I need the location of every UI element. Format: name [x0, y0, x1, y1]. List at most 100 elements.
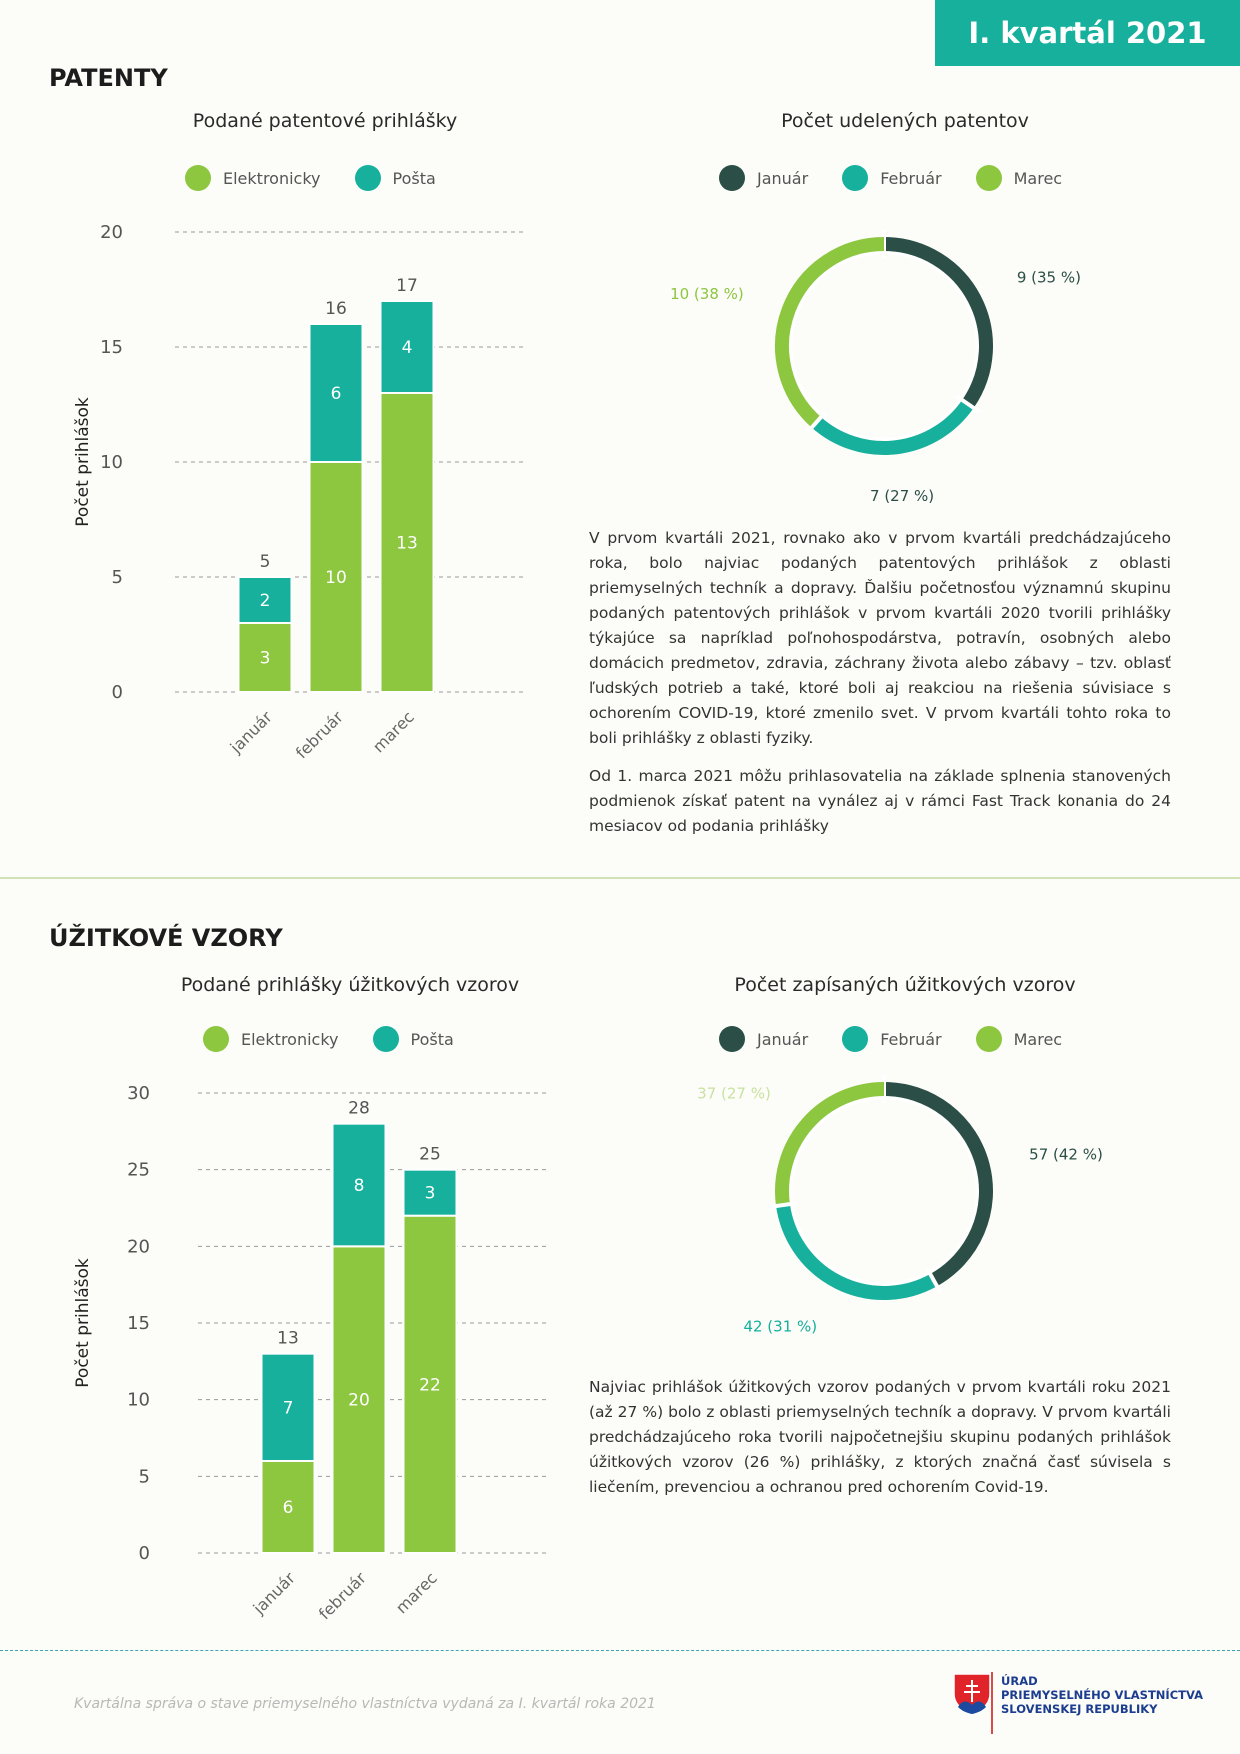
legend-item-marec: Marec	[975, 165, 1063, 191]
x-tick-label: február	[315, 1568, 370, 1623]
legend-label: Elektronicky	[241, 1029, 339, 1049]
y-tick-label: 25	[127, 1160, 150, 1181]
y-tick-label: 10	[127, 1390, 150, 1411]
donut-chart-title: Počet zapísaných úžitkových vzorov	[734, 974, 1076, 996]
donut-legend: Január Február Marec	[719, 1026, 1096, 1052]
donut-slice-marec	[775, 1082, 885, 1207]
donut-slice-marec	[775, 237, 885, 428]
legend-label: Január	[757, 1029, 809, 1049]
data-label: 13	[396, 534, 418, 554]
legend-swatch	[719, 1026, 745, 1052]
y-tick-label: 0	[112, 682, 123, 703]
y-axis-label: Počet prihlášok	[73, 397, 93, 527]
slice-label: 37 (27 %)	[697, 1085, 771, 1103]
donut-chart-title: Počet udelených patentov	[781, 110, 1029, 132]
logo-line: ÚRAD	[1001, 1674, 1038, 1688]
legend-swatch	[185, 165, 211, 191]
data-label: 3	[260, 649, 271, 669]
legend-swatch	[975, 1026, 1002, 1052]
bar-segment-pošta	[237, 576, 293, 624]
bar-segment-pošta	[402, 1168, 458, 1217]
y-tick-label: 5	[139, 1466, 150, 1487]
legend-item-posta: Pošta	[354, 165, 436, 191]
slice-label: 7 (27 %)	[870, 487, 934, 505]
total-label: 5	[260, 552, 271, 572]
legend-item-januar: Január	[719, 165, 808, 191]
y-tick-label: 15	[100, 337, 123, 358]
x-tick-label: január	[226, 707, 276, 757]
logo-line: PRIEMYSELNÉHO VLASTNÍCTVA	[1001, 1688, 1204, 1702]
y-axis-label: Počet prihlášok	[73, 1258, 93, 1388]
legend-item-marec: Marec	[975, 1026, 1063, 1052]
logo-divider	[991, 1672, 993, 1734]
paragraph: Najviac prihlášok úžitkových vzorov poda…	[589, 1378, 1171, 1496]
legend-item-februar: Február	[842, 1026, 942, 1052]
footer-divider	[0, 1650, 1240, 1651]
logo-text: ÚRAD PRIEMYSELNÉHO VLASTNÍCTVA SLOVENSKE…	[1001, 1674, 1203, 1716]
donut-slice-február	[811, 399, 974, 455]
bar-legend: Elektronicky Pošta	[203, 1026, 488, 1052]
legend-swatch	[975, 165, 1002, 191]
x-tick-label: marec	[369, 707, 418, 756]
section-title-patenty: PATENTY	[49, 64, 168, 92]
data-label: 2	[260, 591, 271, 611]
bar-segment-pošta	[260, 1352, 316, 1462]
legend-label: Január	[757, 168, 809, 188]
data-label: 20	[348, 1391, 370, 1411]
section-divider	[0, 877, 1240, 879]
x-tick-label: február	[292, 707, 347, 762]
y-tick-label: 0	[139, 1543, 150, 1564]
data-label: 22	[419, 1375, 441, 1395]
legend-label: Pošta	[410, 1029, 454, 1049]
slice-label: 9 (35 %)	[1017, 268, 1081, 286]
donut-inner-ring	[789, 251, 979, 441]
bar-segment-elektronicky	[331, 1245, 387, 1554]
bar-segment-elektronicky	[237, 622, 293, 693]
bar-segment-pošta	[331, 1122, 387, 1248]
donut-slice-január	[883, 1082, 993, 1287]
legend-label: Marec	[1013, 168, 1063, 188]
vzory-text: Najviac prihlášok úžitkových vzorov poda…	[589, 1375, 1171, 1513]
total-label: 17	[396, 276, 418, 296]
donut-slice-január	[883, 237, 993, 408]
legend-swatch	[372, 1026, 399, 1052]
legend-label: Elektronicky	[223, 168, 321, 188]
total-label: 25	[419, 1145, 441, 1165]
legend-swatch	[719, 165, 745, 191]
logo-line: SLOVENSKEJ REPUBLIKY	[1001, 1702, 1158, 1716]
paragraph: Od 1. marca 2021 môžu prihlasovatelia na…	[589, 767, 1171, 835]
footer-text: Kvartálna správa o stave priemyselného v…	[74, 1696, 656, 1712]
slovak-coat-of-arms-icon	[952, 1672, 992, 1716]
bar-chart-title: Podané prihlášky úžitkových vzorov	[180, 974, 520, 996]
data-label: 8	[354, 1176, 365, 1196]
legend-item-elektronicky: Elektronicky	[203, 1026, 339, 1052]
data-label: 3	[425, 1184, 436, 1204]
y-tick-label: 20	[127, 1236, 150, 1257]
x-tick-label: marec	[392, 1568, 441, 1617]
legend-label: Február	[880, 1029, 942, 1049]
legend-swatch	[842, 1026, 869, 1052]
legend-swatch	[842, 165, 869, 191]
patenty-text: V prvom kvartáli 2021, rovnako ako v prv…	[589, 526, 1171, 852]
slice-label: 57 (42 %)	[1029, 1145, 1103, 1163]
legend-item-februar: Február	[842, 165, 942, 191]
donut-inner-ring	[789, 1096, 979, 1286]
data-label: 6	[331, 384, 342, 404]
data-label: 6	[283, 1498, 294, 1518]
y-tick-label: 5	[112, 567, 123, 588]
y-tick-label: 30	[127, 1083, 150, 1104]
total-label: 13	[277, 1329, 299, 1349]
legend-swatch	[203, 1026, 229, 1052]
legend-label: Pošta	[392, 168, 436, 188]
utility-model-applications-bar-chart: 0 5 10 15 20 25 30 Počet prihlášok 6 7 13 január 20 8…	[73, 1083, 550, 1623]
section-title-vzory: ÚŽITKOVÉ VZORY	[49, 924, 283, 952]
donut-slice-február	[776, 1204, 938, 1300]
legend-swatch	[354, 165, 381, 191]
legend-item-elektronicky: Elektronicky	[185, 165, 321, 191]
bar-segment-pošta	[379, 300, 435, 394]
y-tick-label: 15	[127, 1313, 150, 1334]
y-tick-label: 10	[100, 452, 123, 473]
bar-segment-elektronicky	[260, 1460, 316, 1554]
y-tick-label: 20	[100, 222, 123, 243]
legend-label: Marec	[1013, 1029, 1063, 1049]
